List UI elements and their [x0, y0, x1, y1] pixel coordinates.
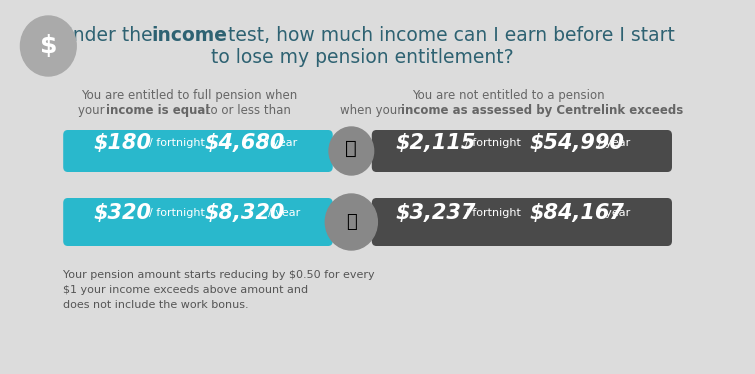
Text: $180: $180 [93, 133, 151, 153]
Text: $54,990: $54,990 [530, 133, 624, 153]
FancyBboxPatch shape [371, 130, 672, 172]
Text: You are entitled to full pension when: You are entitled to full pension when [81, 89, 297, 101]
Text: income as assessed by Centrelink exceeds: income as assessed by Centrelink exceeds [402, 104, 684, 116]
Circle shape [329, 127, 374, 175]
Text: $320: $320 [93, 203, 151, 223]
FancyBboxPatch shape [371, 198, 672, 246]
Text: / year: / year [598, 138, 630, 148]
Text: / fortnight: / fortnight [149, 138, 205, 148]
Text: / year: / year [598, 208, 630, 218]
Text: $: $ [39, 34, 57, 58]
Text: Your pension amount starts reducing by $0.50 for every: Your pension amount starts reducing by $… [63, 270, 374, 280]
Circle shape [20, 16, 76, 76]
Text: $1 your income exceeds above amount and: $1 your income exceeds above amount and [63, 285, 308, 295]
Text: $4,680: $4,680 [205, 133, 285, 153]
FancyBboxPatch shape [63, 130, 333, 172]
Text: 🚶: 🚶 [346, 138, 357, 157]
Text: 👫: 👫 [346, 213, 356, 231]
Text: income: income [152, 25, 228, 45]
Text: to lose my pension entitlement?: to lose my pension entitlement? [211, 47, 513, 67]
Text: / fortnight: / fortnight [149, 208, 205, 218]
Text: / year: / year [265, 138, 297, 148]
Text: $84,167: $84,167 [530, 203, 624, 223]
Text: $3,237: $3,237 [395, 203, 476, 223]
Circle shape [325, 194, 378, 250]
Text: Under the: Under the [59, 25, 159, 45]
Text: your: your [78, 104, 108, 116]
Text: $8,320: $8,320 [205, 203, 285, 223]
Text: / year: / year [268, 208, 300, 218]
Text: does not include the work bonus.: does not include the work bonus. [63, 300, 249, 310]
Text: $2,115: $2,115 [395, 133, 476, 153]
Text: when your: when your [340, 104, 406, 116]
Text: income is equal: income is equal [106, 104, 209, 116]
Text: You are not entitled to a pension: You are not entitled to a pension [412, 89, 605, 101]
Text: / fortnight: / fortnight [465, 208, 521, 218]
Text: test, how much income can I earn before I start: test, how much income can I earn before … [223, 25, 676, 45]
FancyBboxPatch shape [63, 198, 333, 246]
Text: to or less than: to or less than [202, 104, 291, 116]
Text: / fortnight: / fortnight [465, 138, 521, 148]
